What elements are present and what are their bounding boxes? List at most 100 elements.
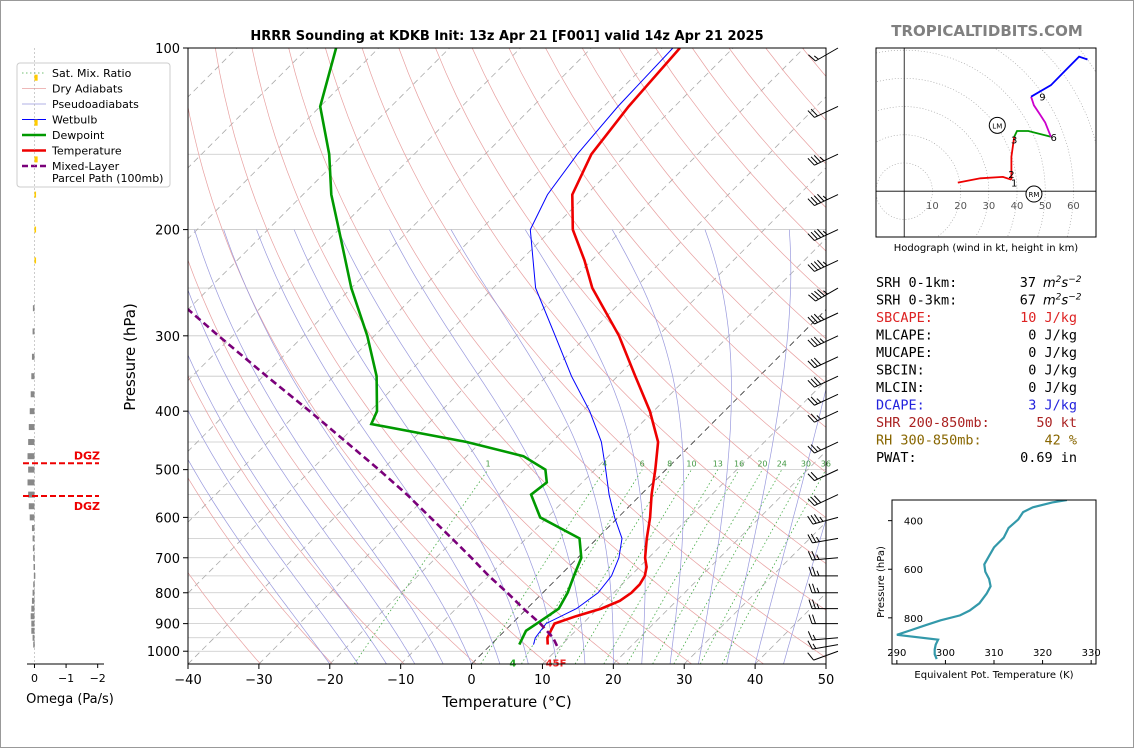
hodo-segment <box>1030 96 1052 138</box>
barb-half <box>816 603 820 609</box>
wind-barb <box>807 441 839 454</box>
index-label: SHR 200-850mb: <box>876 415 990 431</box>
barb-full <box>807 110 815 118</box>
hodo-segment <box>957 175 1012 184</box>
index-unit: m2s−2 <box>1043 293 1082 309</box>
dgz-label: DGZ <box>74 500 100 513</box>
wind-barb <box>808 566 838 577</box>
index-value: 37 <box>1020 275 1036 291</box>
barb-full <box>807 473 815 481</box>
barb-half <box>816 554 820 560</box>
x-tick-label: −30 <box>245 673 272 688</box>
pseudoadiabat <box>188 458 331 664</box>
barb-full <box>808 566 813 577</box>
omega-bar <box>33 572 36 579</box>
thetae-y-tick-label: 600 <box>904 565 923 576</box>
theta-e-x-label: Equivalent Pot. Temperature (K) <box>914 670 1073 681</box>
barb-shaft <box>815 287 839 302</box>
pseudoadiabat <box>783 518 826 664</box>
barb-half <box>813 55 819 60</box>
hodo-height-label: 1 <box>1011 179 1017 190</box>
barb-full <box>807 379 815 388</box>
barb-full <box>810 396 818 405</box>
legend-label: Dewpoint <box>52 129 105 142</box>
barb-shaft <box>813 650 839 661</box>
barb-shaft <box>814 335 839 348</box>
mixing-ratio-line <box>652 469 763 664</box>
pseudoadiabat <box>337 229 557 664</box>
omega-bar <box>30 391 35 398</box>
omega-x-tick-label: −1 <box>58 672 74 685</box>
dry-adiabat <box>188 477 333 664</box>
dry-adiabat <box>325 48 826 659</box>
barb-full <box>817 259 825 268</box>
omega-bar <box>32 535 35 542</box>
omega-bar <box>31 620 35 627</box>
wind-barb <box>807 650 839 661</box>
dry-adiabat <box>288 48 764 664</box>
legend-label: Dry Adiabats <box>52 83 123 96</box>
watermark: TROPICALTIDBITS.COM <box>891 22 1083 40</box>
mixing-ratio-label: 10 <box>686 460 696 469</box>
indices-panel: SRH 0-1km: 37 m2s−2 SRH 0-3km: 67 m2s−2 SBCAPE… <box>876 275 1082 466</box>
hodo-height-label: 2 <box>1008 170 1014 181</box>
legend-label: Pseudoadiabats <box>52 98 139 111</box>
hodo-ring-label: 20 <box>954 201 967 212</box>
barb-shaft <box>814 259 839 272</box>
omega-bar <box>27 479 35 486</box>
barb-full <box>807 198 815 206</box>
wind-barb <box>807 550 839 561</box>
omega-bar <box>31 627 35 634</box>
omega-bar <box>33 581 35 588</box>
omega-bar <box>31 353 35 360</box>
legend-box <box>16 62 171 188</box>
mixing-ratio-label: 6 <box>640 460 645 469</box>
mixing-ratio-line <box>699 469 807 664</box>
y-tick-label: 600 <box>155 511 180 526</box>
barb-shaft <box>814 194 839 207</box>
barb-full <box>808 54 816 62</box>
omega-bar <box>31 597 35 604</box>
barb-half <box>816 446 822 451</box>
barb-full <box>807 157 815 166</box>
omega-bar <box>30 613 35 620</box>
omega-x-label: Omega (Pa/s) <box>26 692 114 707</box>
wind-barb <box>807 410 839 423</box>
barb-full <box>807 551 813 561</box>
hodo-height-label: 9 <box>1039 93 1045 104</box>
barb-full <box>808 599 813 609</box>
y-tick-label: 300 <box>155 330 180 345</box>
barb-full <box>810 262 818 271</box>
omega-bar <box>28 439 35 446</box>
index-label: SRH 0-1km: <box>876 275 957 291</box>
temperature-line <box>546 48 681 645</box>
omega-bar <box>34 191 37 198</box>
legend-label: Wetbulb <box>52 114 97 127</box>
index-value: 3 J/kg <box>1028 398 1077 414</box>
wind-barb <box>807 335 839 348</box>
barb-half <box>816 398 822 403</box>
barb-half <box>819 315 825 320</box>
mixing-ratio-label: 24 <box>777 460 787 469</box>
thetae-x-tick-label: 320 <box>1033 648 1052 659</box>
dry-adiabat <box>802 48 826 77</box>
legend-label: Parcel Path (100mb) <box>52 172 163 185</box>
wind-barb <box>808 47 839 62</box>
barb-full <box>810 444 818 452</box>
barb-shaft <box>814 375 839 388</box>
y-tick-label: 1000 <box>147 645 180 660</box>
barb-half <box>822 261 828 266</box>
barb-full <box>810 515 817 524</box>
mixing-ratio-line <box>480 469 606 664</box>
hodo-segment <box>1010 136 1016 180</box>
index-label: SRH 0-3km: <box>876 293 957 309</box>
barb-full <box>810 378 818 387</box>
barb-full <box>810 359 818 367</box>
barb-full <box>807 360 815 369</box>
omega-bar <box>33 554 35 561</box>
omega-bar <box>34 257 37 264</box>
barb-full <box>813 376 822 385</box>
theta-e-y-label: Pressure (hPa) <box>876 546 887 618</box>
pseudoadiabat <box>726 229 792 664</box>
dry-adiabat <box>188 259 477 664</box>
